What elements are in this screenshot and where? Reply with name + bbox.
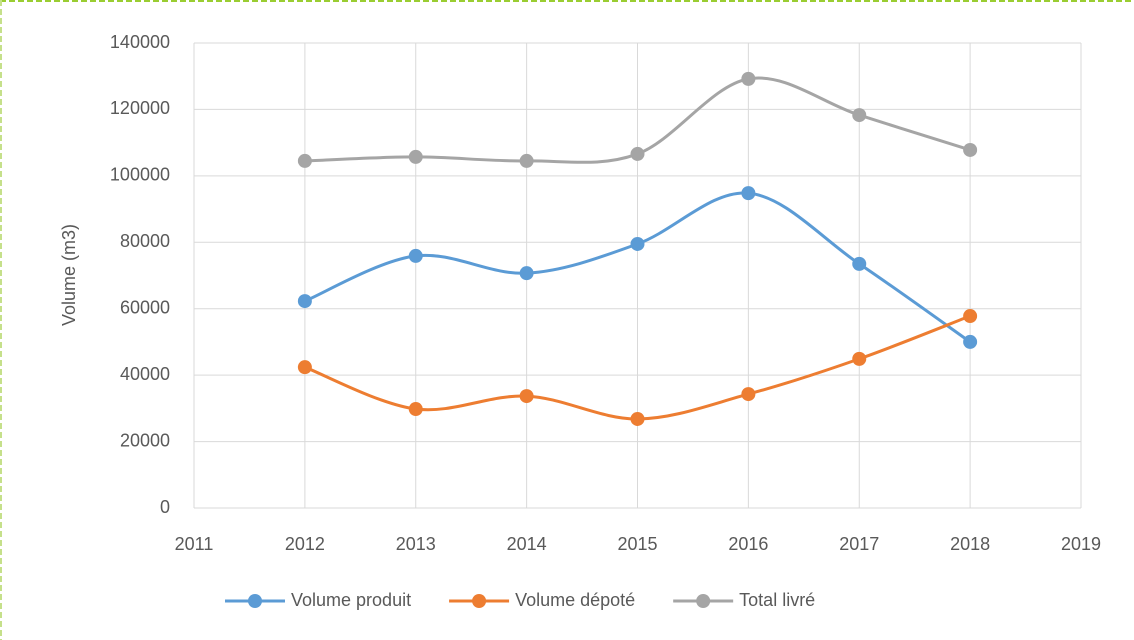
data-point [630, 236, 645, 251]
data-point [519, 153, 534, 168]
legend-label: Total livré [739, 590, 815, 610]
y-tick-label: 100000 [110, 165, 170, 185]
data-point [408, 149, 423, 164]
data-point [852, 108, 867, 123]
data-point [519, 266, 534, 281]
x-tick-label: 2011 [175, 534, 214, 554]
data-point [519, 389, 534, 404]
y-tick-label: 60000 [120, 297, 170, 317]
data-point [408, 402, 423, 417]
data-point [963, 142, 978, 157]
y-tick-label: 120000 [110, 98, 170, 118]
data-point [852, 351, 867, 366]
y-tick-label: 40000 [120, 364, 170, 384]
legend-marker [696, 594, 711, 608]
data-point [630, 146, 645, 161]
x-tick-label: 2018 [950, 534, 990, 554]
x-tick-label: 2017 [839, 534, 879, 554]
data-point [741, 71, 756, 86]
y-tick-label: 140000 [110, 32, 170, 52]
data-point [741, 186, 756, 201]
data-point [963, 334, 978, 349]
legend-marker [248, 594, 262, 608]
data-point [297, 360, 312, 375]
x-tick-label: 2014 [507, 534, 547, 554]
data-point [297, 153, 312, 168]
data-point [630, 411, 645, 426]
data-point [297, 294, 312, 309]
y-tick-label: 20000 [120, 430, 170, 450]
legend-marker [472, 594, 487, 608]
x-tick-label: 2015 [617, 534, 657, 554]
legend-label: Volume dépoté [515, 590, 635, 610]
x-tick-label: 2012 [285, 534, 325, 554]
data-point [963, 309, 978, 324]
data-point [408, 248, 423, 263]
x-tick-label: 2016 [728, 534, 768, 554]
x-tick-label: 2019 [1061, 534, 1101, 554]
legend-label: Volume produit [291, 590, 411, 610]
y-axis-label: Volume (m3) [59, 224, 79, 326]
x-tick-label: 2013 [396, 534, 436, 554]
y-tick-label: 80000 [120, 231, 170, 251]
data-point [741, 387, 756, 402]
y-tick-label: 0 [160, 497, 170, 517]
data-point [852, 256, 867, 271]
